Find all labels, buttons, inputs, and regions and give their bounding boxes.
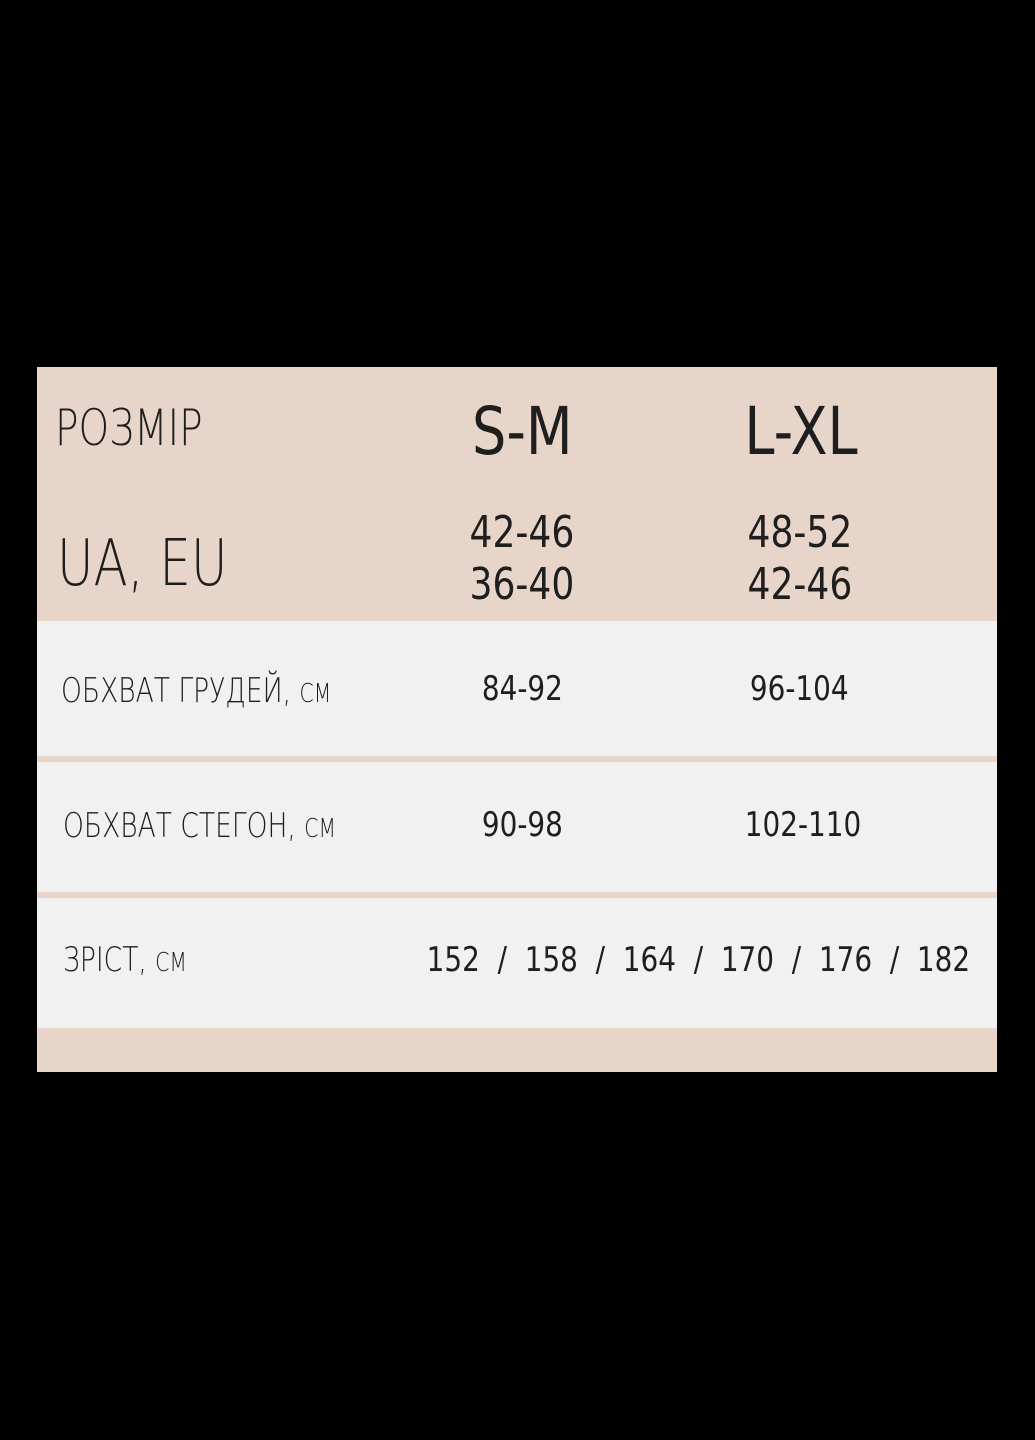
size-s-m: S-M xyxy=(471,393,573,470)
eu-size-l-xl: 42-46 xyxy=(747,559,852,610)
row-label: ЗРІСТ, СМ xyxy=(63,940,187,980)
chest-s-m: 84-92 xyxy=(481,669,563,709)
size-label: РОЗМІР xyxy=(55,399,203,457)
region-label: UA, EU xyxy=(57,527,228,601)
size-l-xl: L-XL xyxy=(744,393,858,470)
height-values: 152 / 158 / 164 / 170 / 176 / 182 xyxy=(426,940,971,980)
row-label: ОБХВАТ СТЕГОН, СМ xyxy=(63,806,336,846)
table-row-chest: ОБХВАТ ГРУДЕЙ, СМ 84-92 96-104 xyxy=(37,621,997,756)
hips-l-xl: 102-110 xyxy=(744,805,862,845)
ua-size-l-xl: 48-52 xyxy=(747,507,852,558)
table-row-height: ЗРІСТ, СМ 152 / 158 / 164 / 170 / 176 / … xyxy=(37,898,997,1028)
eu-size-s-m: 36-40 xyxy=(469,559,575,610)
hips-s-m: 90-98 xyxy=(481,805,563,845)
chest-l-xl: 96-104 xyxy=(750,669,849,709)
ua-size-s-m: 42-46 xyxy=(469,507,575,558)
size-chart-table: РОЗМІР S-M L-XL UA, EU 42-46 36-40 48-52… xyxy=(37,367,997,1072)
table-row-hips: ОБХВАТ СТЕГОН, СМ 90-98 102-110 xyxy=(37,762,997,892)
row-label: ОБХВАТ ГРУДЕЙ, СМ xyxy=(61,671,332,711)
